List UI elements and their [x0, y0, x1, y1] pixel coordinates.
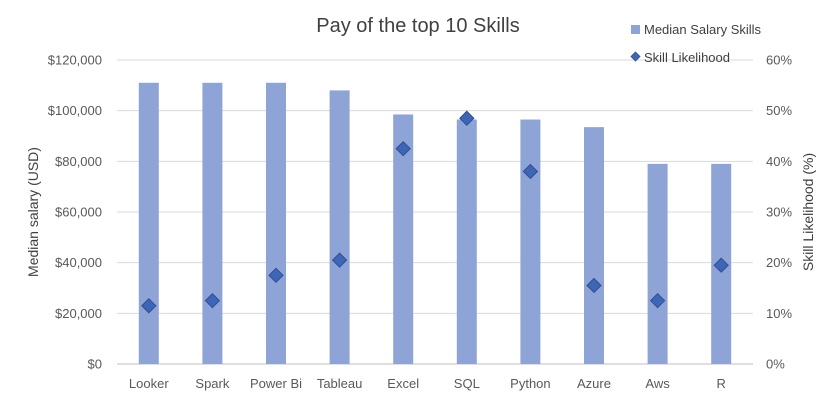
x-tick-label: Tableau: [317, 376, 363, 391]
legend-swatch-bar: [631, 25, 640, 34]
y2-tick-label: 30%: [766, 205, 792, 220]
y-tick-label: $120,000: [48, 53, 102, 68]
diamond-marker: [141, 298, 157, 314]
x-tick-label: SQL: [454, 376, 480, 391]
y-tick-label: $60,000: [55, 205, 102, 220]
legend-label-skill-likelihood: Skill Likelihood: [644, 50, 730, 65]
y-tick-label: $40,000: [55, 255, 102, 270]
y-tick-label: $20,000: [55, 306, 102, 321]
y-tick-label: $80,000: [55, 154, 102, 169]
bar: [456, 119, 477, 365]
y2-tick-label: 10%: [766, 306, 792, 321]
bar: [266, 82, 286, 365]
y-axis-left-ticks: $0 $20,000 $40,000 $60,000 $80,000 $100,000 $1…: [48, 53, 102, 372]
x-tick-label: Spark: [195, 376, 229, 391]
diamond-marker: [204, 292, 221, 309]
x-tick-label: Power Bi: [250, 376, 302, 391]
y2-tick-label: 40%: [766, 154, 792, 169]
diamond-marker: [268, 267, 284, 284]
x-tick-label: Azure: [577, 376, 611, 391]
x-tick-label: Looker: [129, 376, 169, 391]
y-axis-right-ticks: 0% 10% 20% 30% 40% 50% 60%: [766, 53, 792, 372]
marker-series: [141, 110, 729, 314]
bar: [520, 119, 541, 365]
y-axis-right-title: Skill Likelihood (%): [800, 153, 816, 271]
bar: [329, 90, 350, 365]
x-tick-label: R: [717, 376, 726, 391]
bar-series: [138, 82, 732, 365]
bar: [647, 163, 668, 364]
bar: [138, 82, 159, 365]
bar: [393, 114, 414, 364]
diamond-marker: [649, 292, 666, 309]
y2-tick-label: 20%: [766, 255, 792, 270]
y-tick-label: $100,000: [48, 103, 102, 118]
bar: [584, 127, 604, 364]
diamond-marker: [395, 140, 411, 157]
y2-tick-label: 0%: [766, 357, 785, 372]
diamond-marker: [522, 163, 539, 180]
x-tick-label: Python: [510, 376, 550, 391]
legend: Median Salary Skills Skill Likelihood: [630, 22, 762, 65]
diamond-marker: [331, 252, 348, 268]
y2-tick-label: 50%: [766, 103, 792, 118]
x-tick-label: Aws: [645, 376, 670, 391]
gridlines: [117, 59, 753, 365]
y-tick-label: $0: [88, 357, 102, 372]
x-tick-label: Excel: [387, 376, 419, 391]
diamond-marker: [459, 110, 475, 126]
legend-label-median-salary: Median Salary Skills: [644, 22, 762, 37]
y-axis-left-title: Median salary (USD): [25, 147, 41, 277]
legend-swatch-diamond: [630, 51, 641, 62]
diamond-marker: [713, 257, 729, 273]
chart-title: Pay of the top 10 Skills: [316, 15, 519, 37]
y2-tick-label: 60%: [766, 53, 792, 68]
diamond-marker: [586, 277, 602, 294]
x-axis-ticks: Looker Spark Power Bi Tableau Excel SQL Python…: [129, 376, 726, 391]
bar: [202, 82, 223, 365]
